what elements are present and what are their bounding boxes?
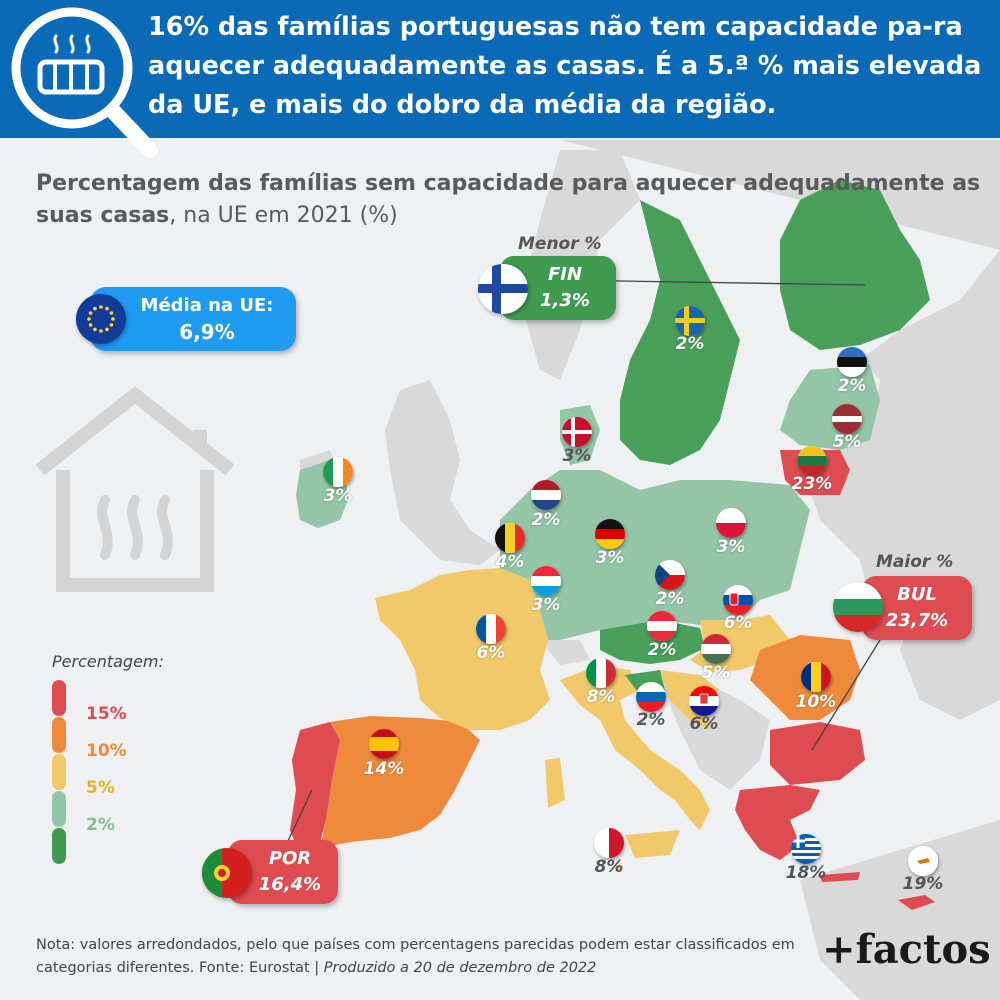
- legend-swatch: [52, 828, 66, 864]
- note-text: Nota: valores arredondados, pelo que paí…: [36, 937, 795, 976]
- country-value-ro: 10%: [795, 692, 837, 712]
- max-value: 23,7%: [885, 610, 949, 631]
- legend-label: 15%: [86, 704, 127, 724]
- radiator-magnifier-icon: [11, 7, 158, 158]
- se-flag-icon: [675, 306, 705, 336]
- lu-flag-icon: [531, 566, 561, 596]
- hr-flag-icon: [689, 686, 719, 716]
- portugal-code: POR: [268, 848, 312, 869]
- country-value-se: 2%: [675, 334, 705, 354]
- spain-shape: [320, 716, 480, 848]
- max-code: BUL: [897, 584, 937, 605]
- country-value-at: 2%: [647, 640, 677, 660]
- country-value-lt: 23%: [791, 474, 833, 494]
- subtitle-bold: Percentagem das famílias sem capacidade …: [36, 171, 981, 228]
- country-value-de: 3%: [595, 548, 625, 568]
- country-value-si: 2%: [636, 710, 666, 730]
- country-value-cz: 2%: [655, 589, 685, 609]
- eu-average-label: Média na UE:: [140, 295, 274, 316]
- country-value-sk: 6%: [723, 613, 753, 633]
- country-value-ie: 3%: [323, 486, 353, 506]
- country-value-cy: 19%: [902, 874, 944, 894]
- at-flag-icon: [647, 611, 677, 641]
- brand-logo: +factos: [822, 926, 991, 973]
- finland-shape: [780, 180, 930, 350]
- portugal-shape: [290, 722, 340, 855]
- italy-shape: [560, 665, 710, 830]
- portugal-value: 16,4%: [258, 874, 322, 895]
- note-date: Produzido a 20 de dezembro de 2022: [323, 960, 597, 976]
- austria-shape: [600, 620, 705, 664]
- legend-swatch: [52, 680, 66, 716]
- mt-flag-icon: [594, 828, 624, 858]
- country-value-es: 14%: [363, 759, 405, 779]
- lv-flag-icon: [832, 404, 862, 434]
- bulgaria-flag-icon: [833, 582, 883, 632]
- country-value-hu: 5%: [701, 663, 731, 683]
- si-flag-icon: [636, 682, 666, 712]
- fr-flag-icon: [476, 614, 506, 644]
- country-value-lu: 3%: [531, 595, 561, 615]
- country-value-fr: 6%: [476, 643, 506, 663]
- dk-flag-icon: [562, 417, 592, 447]
- min-tag: Menor %: [518, 234, 602, 254]
- finland-flag-icon: [478, 264, 528, 314]
- country-value-dk: 3%: [562, 446, 592, 466]
- greece-shape: [735, 785, 820, 860]
- legend-title: Percentagem:: [52, 652, 164, 671]
- cz-flag-icon: [655, 560, 685, 590]
- nl-flag-icon: [531, 480, 561, 510]
- pl-flag-icon: [716, 508, 746, 538]
- country-value-ee: 2%: [837, 376, 867, 396]
- country-value-lv: 5%: [832, 432, 862, 452]
- ee-flag-icon: [837, 347, 867, 377]
- ro-flag-icon: [801, 662, 831, 692]
- be-flag-icon: [495, 523, 525, 553]
- country-value-gr: 18%: [785, 863, 827, 883]
- france-shape: [375, 568, 550, 730]
- es-flag-icon: [369, 729, 399, 759]
- country-value-pl: 3%: [716, 537, 746, 557]
- legend-swatch: [52, 717, 66, 753]
- eu-average-value: 6,9%: [179, 320, 235, 344]
- country-value-be: 4%: [495, 552, 525, 572]
- legend-swatch: [52, 754, 66, 790]
- de-flag-icon: [595, 519, 625, 549]
- subtitle-rest: , na UE em 2021 (%): [169, 203, 398, 228]
- min-value: 1,3%: [540, 290, 590, 311]
- house-heat-icon: [35, 386, 235, 592]
- eu-flag-icon: [76, 294, 126, 344]
- sk-flag-icon: [723, 585, 753, 615]
- max-tag: Maior %: [876, 552, 954, 572]
- header-title: 16% das famílias portuguesas não tem cap…: [148, 12, 982, 120]
- gr-flag-icon: [791, 834, 821, 864]
- legend-swatch: [52, 791, 66, 827]
- country-value-hr: 6%: [689, 714, 719, 734]
- hu-flag-icon: [701, 634, 731, 664]
- lt-flag-icon: [797, 446, 827, 476]
- legend-label: 5%: [86, 778, 115, 798]
- footer-note: Nota: valores arredondados, pelo que paí…: [36, 934, 796, 980]
- it-flag-icon: [586, 658, 616, 688]
- bulgaria-shape: [770, 722, 865, 785]
- header-bar: 16% das famílias portuguesas não tem cap…: [0, 0, 1000, 138]
- cy-flag-icon: [908, 846, 938, 876]
- country-value-mt: 8%: [594, 857, 624, 877]
- country-value-it: 8%: [586, 687, 616, 707]
- subtitle: Percentagem das famílias sem capacidade …: [36, 168, 986, 232]
- portugal-flag-icon: [202, 848, 252, 898]
- cyprus-shape: [898, 895, 935, 910]
- eu-average-pill: Média na UE: 6,9%: [90, 287, 296, 351]
- ie-flag-icon: [323, 457, 353, 487]
- legend-label: 2%: [86, 815, 115, 835]
- min-code: FIN: [547, 264, 583, 285]
- legend-label: 10%: [86, 741, 127, 761]
- country-value-nl: 2%: [531, 510, 561, 530]
